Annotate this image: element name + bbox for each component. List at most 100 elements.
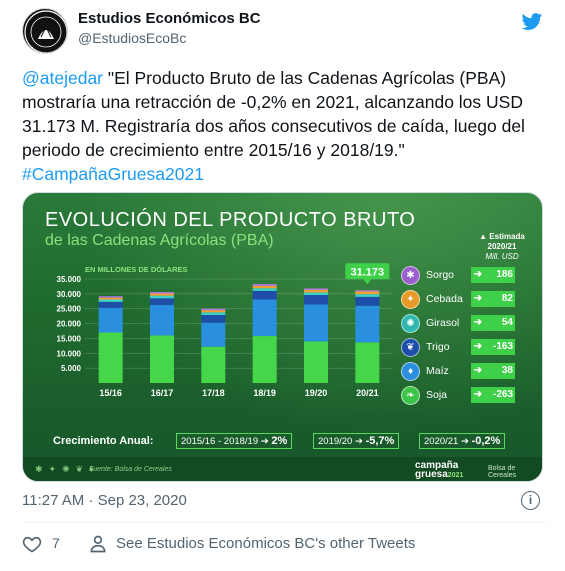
legend-row-maiz: ♦ Maíz ➔ 38	[401, 362, 541, 382]
timestamp[interactable]: 11:27 AM · Sep 23, 2020	[22, 492, 187, 509]
bar-segment-sorgo	[252, 284, 277, 286]
sorghum-icon: ✱	[401, 266, 420, 285]
x-tick-label: 15/16	[99, 388, 122, 398]
bar-segment-girasol	[201, 312, 226, 315]
person-icon	[90, 535, 106, 553]
estimate-year: 2020/21	[487, 242, 517, 251]
unit-label: EN MILLONES DE DÓLARES	[85, 265, 188, 274]
bar-segment-maíz	[355, 305, 380, 343]
annotation-box	[345, 263, 390, 280]
x-tick-label: 16/17	[151, 388, 174, 398]
bar-segment-soja	[355, 342, 380, 383]
x-tick-label: 19/20	[305, 388, 328, 398]
bar-segment-maíz	[304, 304, 328, 342]
tweet-body: "El Producto Bruto de las Cadenas Agríco…	[22, 68, 525, 160]
legend-value: ➔ 38	[471, 363, 515, 379]
legend-value: ➔ 54	[471, 315, 515, 331]
bar-segment-girasol	[150, 295, 174, 299]
source-note: Fuente: Bolsa de Cereales	[89, 466, 172, 473]
bar-segment-sorgo	[355, 290, 380, 292]
divider	[22, 522, 547, 523]
legend-value: ➔ -163	[471, 339, 515, 355]
bar-segment-cebada	[98, 297, 123, 300]
legend-row-cebada: ✦ Cebada ➔ 82	[401, 290, 541, 310]
tweet-text: @atejedar "El Producto Bruto de las Cade…	[22, 66, 547, 186]
heart-icon	[22, 536, 42, 553]
growth-period-3: 2020/21 ➔ -0,2%	[419, 433, 506, 449]
y-tick-label: 25.000	[57, 305, 82, 314]
info-icon[interactable]: i	[521, 491, 540, 510]
bar-segment-cebada	[252, 285, 277, 289]
legend-name: Maíz	[426, 365, 449, 377]
bar-segment-cebada	[150, 293, 174, 296]
growth-label: Crecimiento Anual:	[53, 435, 154, 447]
legend-name: Soja	[426, 389, 448, 401]
hashtag-link[interactable]: #CampañaGruesa2021	[22, 164, 204, 184]
bar-segment-maíz	[201, 322, 226, 347]
legend-row-trigo: ❦ Trigo ➔ -163	[401, 338, 541, 358]
bar-segment-soja	[98, 332, 123, 383]
legend-name: Girasol	[426, 317, 460, 329]
mention-link[interactable]: @atejedar	[22, 68, 104, 88]
bar-segment-cebada	[355, 291, 380, 295]
y-tick-label: 15.000	[57, 334, 82, 343]
estimate-unit: Mill. USD	[485, 252, 519, 261]
bar-segment-trigo	[201, 314, 226, 323]
wheat-icon: ❦	[401, 338, 420, 357]
bar-segment-maíz	[150, 304, 174, 336]
crop-icons-row: ✱✦✺❦♦	[35, 464, 100, 474]
bar-segment-trigo	[252, 290, 277, 300]
x-tick-label: 18/19	[253, 388, 276, 398]
avatar[interactable]	[22, 8, 68, 54]
estimate-header: ▲ Estimada 2020/21 Mill. USD	[470, 232, 534, 262]
stacked-bar-chart: EN MILLONES DE DÓLARES 35.000 30.000 25.00…	[57, 263, 393, 398]
bar-segment-girasol	[98, 299, 123, 302]
soy-icon: ❧	[401, 386, 420, 405]
annotation-pointer	[363, 279, 372, 285]
growth-period-1: 2015/16 - 2018/19 ➔ 2%	[176, 433, 293, 449]
bar-segment-soja	[201, 346, 226, 383]
legend-row-sorgo: ✱ Sorgo ➔ 186	[401, 266, 541, 286]
growth-period-2: 2019/20 ➔ -5,7%	[313, 433, 400, 449]
bar-segment-sorgo	[304, 288, 328, 290]
x-tick-label: 17/18	[202, 388, 225, 398]
bar-segment-soja	[304, 341, 328, 383]
legend-name: Sorgo	[426, 269, 455, 281]
bird-logo-icon[interactable]	[521, 12, 543, 32]
y-tick-label: 30.000	[57, 290, 82, 299]
card-footer: ✱✦✺❦♦ Fuente: Bolsa de Cereales campaña …	[23, 457, 542, 481]
bar-segment-girasol	[304, 292, 328, 296]
bar-segment-sorgo	[201, 308, 226, 311]
barley-icon: ✦	[401, 290, 420, 309]
bar-segment-girasol	[355, 294, 380, 297]
bar-segment-trigo	[98, 301, 123, 308]
legend-name: Trigo	[426, 341, 450, 353]
legend-name: Cebada	[426, 293, 463, 305]
bar-segment-soja	[252, 336, 277, 383]
sunflower-icon: ✺	[401, 314, 420, 333]
bar-segment-maíz	[98, 307, 123, 333]
author-name[interactable]: Estudios Económicos BC	[78, 10, 261, 27]
bar-segment-cebada	[304, 289, 328, 293]
corn-icon: ♦	[401, 362, 420, 381]
bar-segment-girasol	[252, 288, 277, 291]
infographic-card[interactable]: EVOLUCIÓN DEL PRODUCTO BRUTO de las Cade…	[22, 192, 543, 482]
y-tick-label: 5.000	[61, 364, 82, 373]
like-count: 7	[52, 535, 60, 551]
bar-segment-sorgo	[98, 296, 123, 298]
annotation-label: 31.173	[351, 266, 385, 278]
card-title: EVOLUCIÓN DEL PRODUCTO BRUTO	[45, 209, 416, 231]
bar-segment-trigo	[304, 295, 328, 305]
bar-segment-sorgo	[150, 292, 174, 294]
author-handle[interactable]: @EstudiosEcoBc	[78, 30, 187, 46]
legend-value: ➔ 82	[471, 291, 515, 307]
bar-segment-maíz	[252, 299, 277, 337]
bar-segment-cebada	[201, 310, 226, 313]
estimate-title: ▲ Estimada	[479, 232, 525, 241]
bar-segment-trigo	[355, 296, 380, 306]
y-tick-label: 20.000	[57, 320, 82, 329]
x-tick-label: 20/21	[356, 388, 379, 398]
y-tick-label: 35.000	[57, 275, 82, 284]
legend-value: ➔ -263	[471, 387, 515, 403]
